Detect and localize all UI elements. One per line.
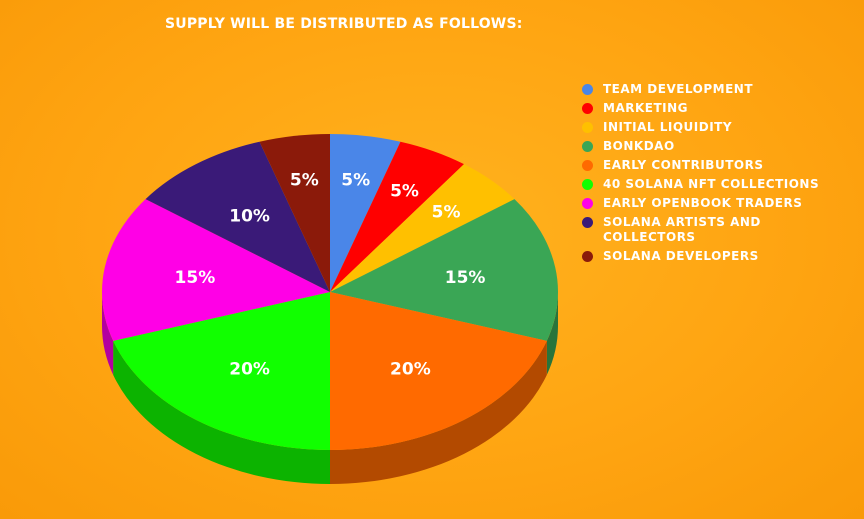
legend-swatch (582, 141, 593, 152)
legend-label: SOLANA ARTISTS AND COLLECTORS (603, 215, 761, 244)
slice-label-initial-liquidity: 5% (432, 203, 461, 223)
slice-side-early-openbook-traders (102, 292, 114, 375)
slice-side-40-solana-nft-collections (113, 340, 330, 484)
slice-label-bonkdao: 15% (445, 268, 486, 288)
slice-label-solana-developers: 5% (290, 171, 319, 191)
legend-label: MARKETING (603, 101, 689, 115)
legend-item-solana-developers: SOLANA DEVELOPERS (582, 249, 857, 264)
slice-early-contributors (330, 292, 547, 450)
legend-swatch (582, 84, 593, 95)
legend-swatch (582, 122, 593, 133)
legend-swatch (582, 179, 593, 190)
legend-item-team-development: TEAM DEVELOPMENT (582, 82, 857, 97)
slice-team-development (330, 134, 401, 292)
legend-item-early-contributors: EARLY CONTRIBUTORS (582, 158, 857, 173)
pie-label-layer: 5% 5% 5% 15% 20% 20% 15% 10% 5% (175, 171, 486, 380)
legend-label: SOLANA DEVELOPERS (603, 249, 759, 263)
legend-swatch (582, 160, 593, 171)
slice-early-openbook-traders (101, 199, 330, 341)
legend-item-marketing: MARKETING (582, 101, 857, 116)
legend-item-early-openbook-traders: EARLY OPENBOOK TRADERS (582, 196, 857, 211)
legend-item-initial-liquidity: INITIAL LIQUIDITY (582, 120, 857, 135)
chart-title: SUPPLY WILL BE DISTRIBUTED AS FOLLOWS: (165, 16, 523, 32)
pie-depth-layer (102, 292, 558, 484)
legend-item-solana-artists-and-collectors: SOLANA ARTISTS AND COLLECTORS (582, 215, 857, 245)
slice-initial-liquidity (330, 164, 515, 292)
legend-item-bonkdao: BONKDAO (582, 139, 857, 154)
legend-swatch (582, 103, 593, 114)
slice-label-team-development: 5% (341, 171, 370, 191)
slice-solana-developers (259, 134, 330, 292)
slice-40-solana-nft-collections (113, 292, 330, 450)
slice-solana-artists-and-collectors (145, 141, 330, 292)
slice-label-40-solana-nft-collections: 20% (229, 360, 270, 380)
slice-bonkdao (330, 199, 558, 341)
legend-swatch (582, 251, 593, 262)
slice-label-early-contributors: 20% (390, 360, 431, 380)
slice-side-bonkdao (546, 292, 558, 375)
legend-label: EARLY OPENBOOK TRADERS (603, 196, 803, 210)
pie-top-layer (101, 134, 558, 450)
legend-swatch (582, 217, 593, 228)
slice-marketing (330, 141, 465, 292)
legend-label: TEAM DEVELOPMENT (603, 82, 754, 96)
legend-label: EARLY CONTRIBUTORS (603, 158, 764, 172)
legend-label: INITIAL LIQUIDITY (603, 120, 733, 134)
legend-item-40-solana-nft-collections: 40 SOLANA NFT COLLECTIONS (582, 177, 857, 192)
slice-label-marketing: 5% (390, 182, 419, 202)
chart-legend: TEAM DEVELOPMENT MARKETING INITIAL LIQUIDI… (582, 82, 857, 268)
slice-label-early-openbook-traders: 15% (175, 268, 216, 288)
slice-side-early-contributors (330, 340, 547, 484)
slice-label-solana-artists-and-collectors: 10% (229, 206, 270, 226)
legend-label: 40 SOLANA NFT COLLECTIONS (603, 177, 820, 191)
legend-label: BONKDAO (603, 139, 675, 153)
legend-swatch (582, 198, 593, 209)
